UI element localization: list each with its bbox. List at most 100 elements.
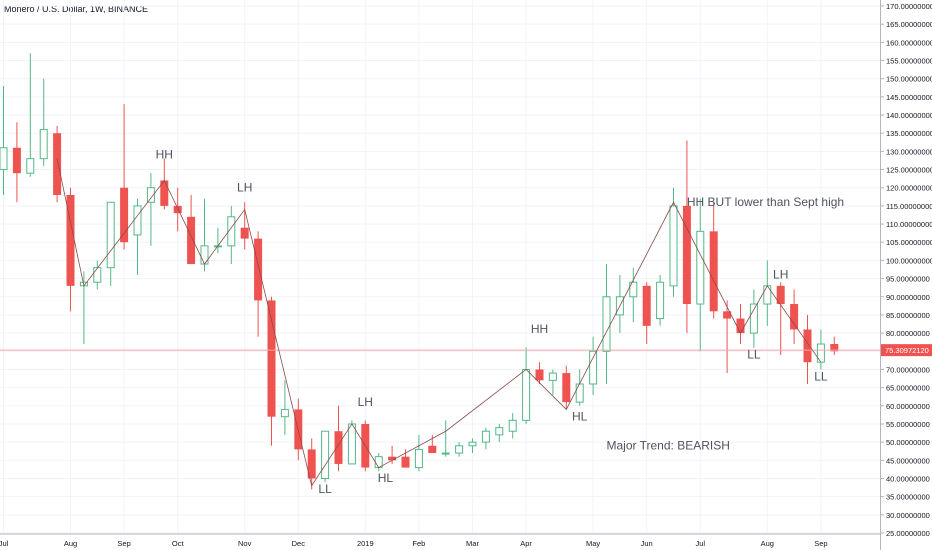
- candle-body-down: [240, 227, 249, 239]
- candle: [280, 380, 289, 435]
- y-tick-label: 45.00000000: [886, 456, 930, 465]
- candle: [321, 430, 330, 483]
- candle-body-up: [522, 368, 531, 421]
- annotations: HH LH LL LH HL HH HL HH BUT lower than Sept hig…: [156, 148, 844, 496]
- candle: [548, 369, 557, 395]
- candle-body-down: [723, 311, 732, 319]
- candle-body-down: [535, 369, 544, 381]
- candle: [26, 53, 35, 177]
- candle: [12, 122, 21, 203]
- candle: [642, 282, 651, 345]
- candle-body-down: [388, 456, 397, 461]
- y-tick-label: 95.00000000: [886, 275, 930, 284]
- y-tick-label: 35.00000000: [886, 493, 930, 502]
- candle-body-up: [602, 296, 611, 352]
- candle: [414, 434, 423, 472]
- y-tick-label: 140.00000000: [886, 111, 932, 120]
- candle: [106, 201, 115, 286]
- x-tick-label: Aug: [64, 539, 77, 548]
- candle: [790, 289, 799, 345]
- x-tick-label: 2019: [357, 539, 374, 548]
- x-tick-label: Jun: [641, 539, 653, 548]
- x-tick-label: Jul: [0, 539, 9, 548]
- candle-body-up: [575, 383, 584, 403]
- candle: [723, 300, 732, 374]
- candle-body-down: [709, 231, 718, 312]
- grid-lines: [0, 0, 880, 534]
- y-tick-label: 155.00000000: [886, 57, 932, 66]
- candle-body-down: [790, 304, 799, 330]
- candle-body-down: [776, 285, 785, 305]
- candle: [589, 336, 598, 395]
- annotation-label: HH: [531, 322, 548, 336]
- y-tick-label: 115.00000000: [886, 202, 932, 211]
- y-tick-label: 120.00000000: [886, 184, 932, 193]
- candle: [669, 187, 678, 297]
- candle-body-down: [736, 318, 745, 334]
- annotation-label: HL: [572, 409, 588, 423]
- candle: [629, 267, 638, 323]
- candle-body-up: [455, 445, 464, 454]
- chart-title: Monero / U.S. Dollar, 1W, BINANCE: [4, 4, 149, 14]
- x-tick-label: Dec: [292, 539, 306, 548]
- candle: [481, 427, 490, 450]
- candle-body-down: [562, 373, 571, 403]
- candle-body-up: [548, 372, 557, 381]
- candle-body-down: [334, 431, 343, 464]
- current-price-label: 75.30972120: [885, 346, 929, 355]
- candle-body-down: [803, 329, 812, 363]
- candle: [562, 365, 571, 410]
- candle-body-down: [401, 456, 410, 468]
- annotation-label: Major Trend: BEARISH: [607, 438, 730, 452]
- candle: [254, 231, 263, 337]
- candle-body-up: [106, 201, 115, 269]
- candle-body-down: [160, 180, 169, 206]
- candle-body-down: [187, 216, 196, 265]
- candle-body-down: [682, 205, 691, 305]
- y-tick-label: 125.00000000: [886, 166, 932, 175]
- annotation-label: LH: [358, 395, 373, 409]
- y-tick-label: 25.00000000: [886, 529, 930, 538]
- x-tick-label: Sep: [117, 539, 130, 548]
- candle: [656, 274, 665, 326]
- annotation-label: LL: [318, 482, 332, 496]
- y-tick-label: 70.00000000: [886, 365, 930, 374]
- annotation-label: HH: [156, 148, 173, 162]
- y-tick-label: 85.00000000: [886, 311, 930, 320]
- annotation-label: LL: [747, 348, 761, 362]
- candle: [522, 347, 531, 424]
- candle-body-down: [254, 238, 263, 301]
- y-tick-label: 80.00000000: [886, 329, 930, 338]
- candle-body-down: [66, 194, 75, 286]
- candle-body-up: [93, 267, 102, 283]
- candle-body-up: [321, 430, 330, 479]
- annotation-label: HL: [378, 471, 394, 485]
- y-axis[interactable]: 170.00000000 165.00000000 160.00000000 155.…: [880, 0, 932, 550]
- candle: [615, 274, 624, 334]
- candle-body-up: [280, 408, 289, 418]
- candle-body-down: [12, 147, 21, 174]
- candle-body-up: [589, 350, 598, 385]
- candle: [374, 453, 383, 472]
- candle-body-up: [508, 419, 517, 432]
- candle-body-up: [39, 129, 48, 160]
- candle-body-down: [120, 187, 129, 243]
- candle-body-down: [173, 205, 182, 214]
- candle: [749, 289, 758, 348]
- candle-body-up: [0, 147, 8, 171]
- candle: [39, 78, 48, 166]
- candle: [455, 442, 464, 457]
- y-tick-label: 50.00000000: [886, 438, 930, 447]
- x-tick-label: Nov: [238, 539, 252, 548]
- candle-body-up: [227, 216, 236, 247]
- y-tick-label: 150.00000000: [886, 75, 932, 84]
- candle: [428, 434, 437, 454]
- structure-line: [56, 158, 822, 487]
- annotation-label: LH: [237, 180, 252, 194]
- annotation-label: HH BUT lower than Sept high: [687, 195, 844, 209]
- y-tick-label: 130.00000000: [886, 147, 932, 156]
- candle: [347, 420, 356, 465]
- candle-body-up: [133, 205, 142, 236]
- candle-body-up: [481, 430, 490, 443]
